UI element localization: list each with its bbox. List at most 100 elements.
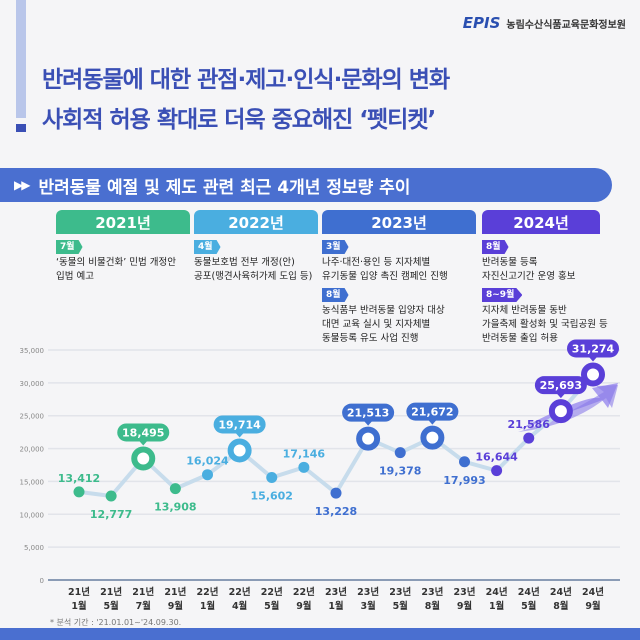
data-label: 13,412 — [58, 472, 100, 485]
event-text: 나주·대전·용인 등 지자체별 유기동물 입양 촉진 캠페인 진행 — [322, 257, 448, 282]
data-label-pill: 31,274 — [567, 339, 619, 362]
x-tick-label-month: 5월 — [264, 600, 279, 612]
y-tick-label: 15,000 — [20, 478, 45, 486]
x-tick-label-year: 21년 — [68, 586, 90, 598]
data-label: 21,513 — [347, 407, 389, 420]
data-point — [394, 447, 406, 459]
logo: EPIS 농림수산식품교육문화정보원 — [463, 14, 626, 32]
x-tick-label-year: 23년 — [389, 586, 411, 598]
logo-mark: EPIS — [462, 14, 501, 32]
x-tick-label-month: 8월 — [553, 600, 568, 612]
x-tick-label-month: 7월 — [136, 600, 151, 612]
data-point — [105, 490, 117, 502]
data-label-pill: 21,513 — [342, 403, 395, 426]
x-tick-label-month: 5월 — [103, 600, 118, 612]
x-tick-label-month: 9월 — [585, 600, 600, 612]
data-label-pill: 21,672 — [406, 402, 459, 425]
x-tick-label-year: 22년 — [261, 586, 283, 598]
y-tick-label: 25,000 — [20, 413, 45, 421]
y-tick-label: 5,000 — [24, 544, 44, 552]
month-tag: 8~9월 — [482, 288, 523, 302]
data-label: 17,146 — [283, 447, 326, 460]
x-tick-label-year: 21년 — [164, 586, 186, 598]
data-point-highlight — [581, 362, 605, 387]
footer-bar — [0, 628, 640, 640]
pill-pointer — [428, 420, 437, 425]
x-tick-label-month: 1월 — [200, 600, 215, 612]
data-label: 16,024 — [186, 455, 229, 468]
month-tag: 3월 — [322, 240, 349, 254]
x-tick-label-month: 5월 — [393, 600, 408, 612]
x-tick-label-month: 3월 — [360, 600, 375, 612]
x-tick-label-year: 23년 — [421, 586, 443, 598]
year-header-2024: 2024년 — [482, 210, 600, 234]
decor-stripe-accent — [16, 124, 26, 132]
month-tag: 8월 — [482, 240, 509, 254]
x-tick-label-year: 22년 — [229, 586, 251, 598]
pill-pointer — [589, 356, 597, 362]
data-label: 31,274 — [572, 342, 615, 355]
year-events: 7월 ‘동물의 비물건화’ 민법 개정안 입법 예고 — [56, 238, 176, 286]
event-text: 동물보호법 전부 개정(안) 공포(맹견사육허가제 도입 등) — [194, 257, 313, 282]
x-tick-label-month: 5월 — [521, 600, 536, 612]
data-point-highlight — [356, 426, 381, 451]
y-tick-label: 10,000 — [20, 511, 45, 519]
data-label: 13,908 — [154, 501, 196, 514]
data-label: 12,777 — [90, 508, 132, 521]
data-label: 13,228 — [315, 505, 357, 518]
data-point — [491, 465, 503, 477]
org-name: 농림수산식품교육문화정보원 — [506, 19, 626, 31]
y-tick-label: 30,000 — [20, 380, 45, 388]
decor-stripe — [16, 0, 26, 118]
data-label-pill: 19,714 — [213, 415, 266, 438]
data-point — [330, 487, 342, 499]
data-point-highlight — [131, 446, 156, 471]
pill-pointer — [556, 393, 565, 399]
title-line-1: 반려동물에 대한 관점·제고·인식·문화의 변화 — [42, 67, 450, 93]
data-label-pill: 25,693 — [534, 376, 587, 399]
data-label: 25,693 — [540, 379, 582, 392]
data-label-pill: 18,495 — [117, 423, 170, 446]
data-point — [169, 483, 181, 495]
pill-bg — [534, 376, 587, 395]
x-tick-label-year: 21년 — [100, 586, 122, 598]
page-title: 반려동물에 대한 관점·제고·인식·문화의 변화 사회적 허용 확대로 더욱 중… — [42, 60, 450, 140]
x-tick-label-year: 24년 — [582, 586, 604, 598]
y-tick-label: 0 — [40, 577, 44, 585]
data-point — [266, 471, 278, 483]
data-label: 19,378 — [379, 465, 421, 478]
data-label: 21,672 — [411, 406, 453, 419]
y-tick-label: 35,000 — [20, 347, 45, 355]
data-label: 17,993 — [443, 474, 485, 487]
pill-bg — [567, 339, 619, 358]
double-play-icon: ▶▶ — [14, 178, 31, 192]
pill-pointer — [139, 440, 148, 446]
year-events: 8월 반려동물 등록 자진신고기간 운영 홍보 8~9월 지자체 반려동물 동반 가을… — [482, 238, 608, 348]
data-label: 21,586 — [508, 418, 551, 431]
month-tag: 8월 — [322, 288, 349, 302]
data-point-highlight — [548, 399, 573, 424]
pill-pointer — [364, 421, 373, 426]
data-point — [202, 469, 213, 481]
data-label: 15,602 — [251, 489, 293, 502]
analysis-period-note: * 분석 기간 : '21.01.01~'24.09.30. — [50, 618, 182, 627]
x-tick-label-month: 8월 — [425, 600, 440, 612]
pill-bg — [213, 415, 266, 434]
pill-bg — [117, 423, 170, 442]
section-header: ▶▶ 반려동물 예절 및 제도 관련 최근 4개년 정보량 추이 — [0, 168, 612, 202]
x-tick-label-year: 24년 — [518, 586, 540, 598]
x-tick-label-year: 22년 — [293, 586, 315, 598]
title-line-2: 사회적 허용 확대로 더욱 중요해진 ‘펫티켓’ — [42, 107, 436, 133]
pill-bg — [342, 403, 395, 422]
data-point-highlight — [420, 425, 445, 450]
month-tag: 4월 — [194, 240, 221, 254]
x-tick-label-year: 24년 — [486, 586, 508, 598]
event-text: 농식품부 반려동물 입양자 대상 대면 교육 실시 및 지자체별 동물등록 유도… — [322, 305, 445, 344]
x-tick-label-year: 23년 — [357, 586, 379, 598]
section-title: 반려동물 예절 및 제도 관련 최근 4개년 정보량 추이 — [38, 177, 411, 198]
x-tick-label-month: 1월 — [71, 600, 86, 612]
data-label: 16,644 — [475, 451, 518, 464]
